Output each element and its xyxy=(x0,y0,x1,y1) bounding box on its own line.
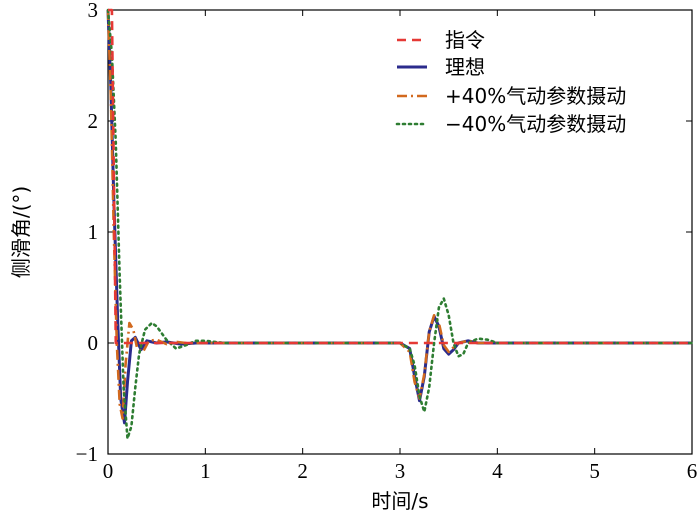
y-axis-title: 侧滑角/(°) xyxy=(9,186,33,278)
series-line-2 xyxy=(106,9,692,420)
y-tick-label: −1 xyxy=(76,442,98,466)
x-tick-label: 6 xyxy=(687,459,698,483)
x-tick-label: 2 xyxy=(297,459,308,483)
x-tick-label: 4 xyxy=(492,459,503,483)
legend: 指令 理想 +40%气动参数摄动 −40%气动参数摄动 xyxy=(395,28,626,136)
series-layer xyxy=(106,8,694,440)
y-tick-label: 2 xyxy=(88,109,99,133)
x-tick-label: 1 xyxy=(200,459,211,483)
legend-label-ideal: 理想 xyxy=(445,55,485,79)
x-tick-label: 0 xyxy=(103,459,114,483)
series-line-0 xyxy=(108,8,692,345)
legend-label-plus40: +40%气动参数摄动 xyxy=(445,84,626,108)
x-tick-label: 3 xyxy=(395,459,406,483)
x-tick-label: 5 xyxy=(589,459,600,483)
axis-ticks xyxy=(107,9,693,455)
y-tick-label: 1 xyxy=(88,220,99,244)
legend-label-command: 指令 xyxy=(445,28,485,52)
legend-label-minus40: −40%气动参数摄动 xyxy=(445,112,626,136)
series-line-1 xyxy=(106,9,692,425)
y-tick-label: 0 xyxy=(88,331,99,355)
plot-frame xyxy=(107,9,693,455)
x-axis-title: 时间/s xyxy=(371,489,428,513)
y-tick-label: 3 xyxy=(88,0,99,22)
series-line-3 xyxy=(106,8,694,440)
